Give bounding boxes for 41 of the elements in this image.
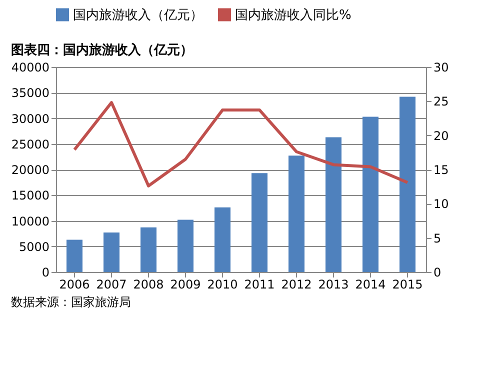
- y2-tick-label: 5: [434, 231, 442, 246]
- legend-label: 国内旅游收入（亿元）: [73, 8, 203, 23]
- x-tick-label: 2014: [355, 278, 386, 292]
- line-series: [73, 101, 409, 188]
- y-tick-label: 35000: [11, 86, 50, 100]
- bar: [288, 156, 304, 272]
- y-tick-label: 30000: [11, 112, 50, 126]
- x-tick-label: 2011: [244, 278, 275, 292]
- y-tick-label: 15000: [11, 188, 50, 203]
- y2-tick-label: 20: [434, 128, 449, 143]
- x-tick-label: 2006: [59, 278, 90, 292]
- y2-tick-label: 0: [434, 266, 442, 280]
- x-tick-label: 2012: [281, 278, 312, 292]
- y2-tick-label: 25: [434, 94, 449, 109]
- bar: [178, 220, 194, 272]
- bar: [326, 137, 342, 272]
- bar: [252, 173, 268, 272]
- chart-title: 图表四：国内旅游收入（亿元）: [11, 42, 193, 58]
- x-tick-label: 2007: [96, 278, 127, 292]
- y-tick-label: 20000: [11, 163, 50, 177]
- y-tick-label: 0: [42, 266, 50, 280]
- bar: [140, 227, 156, 272]
- x-tick-label: 2013: [318, 278, 349, 292]
- x-tick-label: 2010: [207, 278, 238, 292]
- bar: [66, 240, 82, 272]
- y-tick-label: 25000: [11, 137, 50, 152]
- bar: [104, 232, 120, 272]
- x-tick-label: 2009: [170, 278, 201, 292]
- legend-label: 国内旅游收入同比%: [235, 8, 352, 23]
- bar: [362, 116, 378, 272]
- y-tick-label: 40000: [11, 60, 50, 74]
- y-tick-label: 5000: [18, 240, 50, 254]
- source-note: 数据来源：国家旅游局: [11, 295, 131, 309]
- bar: [214, 207, 230, 272]
- y2-tick-label: 30: [434, 60, 449, 74]
- x-tick-label: 2008: [133, 278, 164, 292]
- y-tick-label: 10000: [11, 214, 50, 228]
- bar: [400, 96, 416, 272]
- x-tick-label: 2015: [392, 278, 423, 292]
- y2-tick-label: 15: [434, 163, 449, 177]
- y2-tick-label: 10: [434, 197, 449, 212]
